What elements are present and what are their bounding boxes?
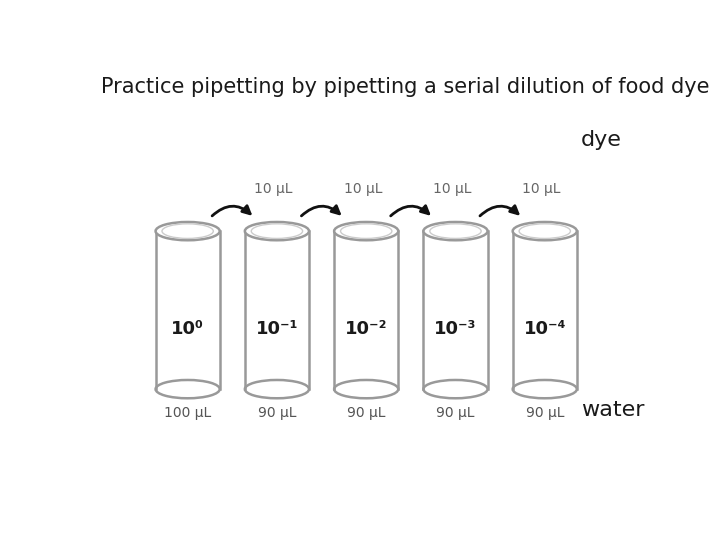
Text: 10 μL: 10 μL [433,182,472,196]
Ellipse shape [513,380,577,399]
Ellipse shape [334,266,398,285]
Bar [398,214,648,399]
Text: 10 μL: 10 μL [522,182,561,196]
Bar [423,275,487,389]
Bar [90,214,334,399]
Bar [577,214,648,399]
Ellipse shape [334,380,398,399]
Bar [245,275,309,389]
Bar [90,214,156,399]
Ellipse shape [423,380,487,399]
Ellipse shape [156,222,220,240]
Bar [220,214,648,399]
Ellipse shape [513,266,577,285]
Text: 10⁻³: 10⁻³ [434,320,477,338]
Text: dye: dye [581,130,622,150]
Bar [90,214,513,399]
Bar [156,275,220,389]
Text: water: water [581,400,644,420]
Ellipse shape [341,224,392,239]
Ellipse shape [251,224,302,239]
Text: 90 μL: 90 μL [258,406,296,420]
Text: 90 μL: 90 μL [526,406,564,420]
Text: 10⁻⁴: 10⁻⁴ [523,320,566,338]
Bar [334,275,398,389]
Bar [90,214,245,399]
Ellipse shape [513,222,577,240]
Text: 10⁻²: 10⁻² [345,320,387,338]
Text: 10⁻¹: 10⁻¹ [256,320,298,338]
Ellipse shape [245,380,309,399]
Ellipse shape [334,222,398,240]
Ellipse shape [423,222,487,240]
Ellipse shape [162,224,213,239]
Ellipse shape [430,224,481,239]
Ellipse shape [245,266,309,285]
Text: Practice pipetting by pipetting a serial dilution of food dye: Practice pipetting by pipetting a serial… [101,77,710,97]
Ellipse shape [156,380,220,399]
Text: 10 μL: 10 μL [343,182,382,196]
Bar [90,214,423,399]
Ellipse shape [245,222,309,240]
Text: 90 μL: 90 μL [436,406,474,420]
Text: 90 μL: 90 μL [347,406,385,420]
Text: 100 μL: 100 μL [164,406,211,420]
Bar [513,275,577,389]
Ellipse shape [156,266,220,285]
Text: 10 μL: 10 μL [254,182,293,196]
Bar [309,214,648,399]
Ellipse shape [519,224,570,239]
Bar [487,214,648,399]
Ellipse shape [423,266,487,285]
Text: 10⁰: 10⁰ [171,320,204,338]
